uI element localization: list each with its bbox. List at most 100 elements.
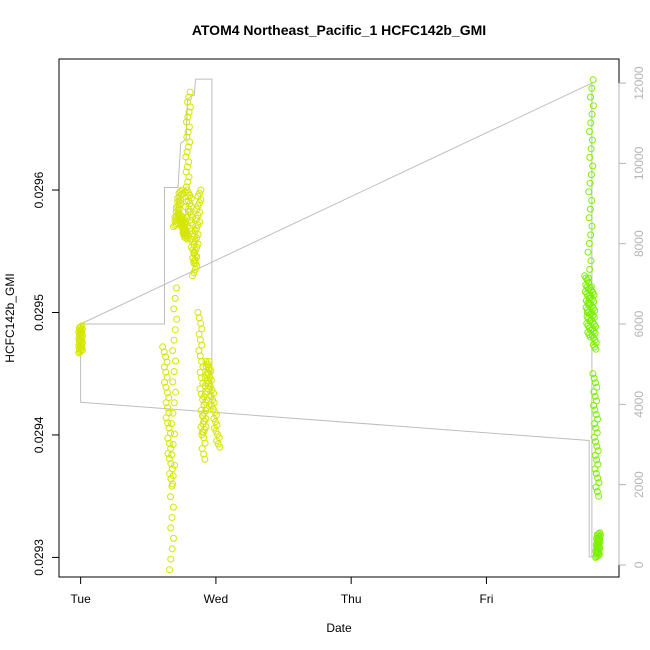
data-point [587,93,594,101]
data-point [191,227,199,235]
altitude-line [80,78,593,558]
data-point [77,326,85,334]
data-point [591,406,599,414]
data-point [593,488,601,496]
data-point [172,388,180,396]
data-point [183,133,191,141]
data-point [197,186,205,194]
altitude-profile-layer [80,78,593,558]
data-point [586,128,593,135]
data-point [168,420,176,428]
data-point [167,524,175,532]
data-point [590,374,598,382]
data-point [164,419,172,427]
data-point [164,450,172,457]
data-point [592,438,600,446]
data-point [168,514,176,521]
data-point [170,336,178,344]
data-point [159,343,167,351]
data-point [185,108,193,116]
data-point [585,240,593,247]
data-point [588,222,596,230]
chart-title: ATOM4 Northeast_Pacific_1 HCFC142b_GMI [192,22,486,38]
data-point [162,399,170,407]
data-point [184,143,192,151]
data-point [589,162,597,170]
data-point [169,441,177,448]
data-points-layer [75,76,604,574]
data-point [173,315,181,323]
data-point [177,187,184,195]
data-point [589,102,597,110]
data-point [165,455,173,462]
data-point [183,235,191,243]
data-point [585,188,593,196]
data-point [185,93,193,101]
data-point [587,119,595,127]
data-point [584,274,592,282]
data-point [586,153,594,161]
data-point [587,171,595,179]
data-point [167,460,175,468]
data-point [594,474,602,482]
y-tick-label: 0.0295 [32,294,46,331]
data-point [182,183,190,191]
y-axis-left: 0.0293 0.0294 0.0295 0.0296 [32,171,60,576]
y2-tick-label: 10000 [632,146,646,180]
data-point [198,325,206,333]
data-point [169,503,177,511]
data-point [194,221,202,229]
data-point [196,189,203,197]
data-point [171,326,179,334]
data-point [163,389,171,396]
data-point [189,272,196,280]
data-point [586,205,594,213]
data-point [591,420,599,428]
data-point [170,430,178,438]
data-point [193,215,201,223]
data-point [184,128,192,136]
y-axis-label: HCFC142b_GMI [3,273,17,362]
data-point [165,439,173,447]
data-point [592,411,600,418]
data-point [163,358,171,366]
data-point [166,470,174,478]
data-point [182,231,190,239]
data-point [184,193,192,201]
data-point [185,123,193,131]
data-point [586,333,594,341]
data-point [591,392,599,400]
y-axis-right: 0 2000 4000 6000 8000 10000 12000 [618,66,646,568]
data-point [191,246,199,254]
data-point [590,433,598,441]
data-point [184,113,192,121]
data-point [165,409,173,417]
data-point [169,347,177,355]
data-point [593,456,601,464]
data-point [171,294,179,302]
data-point [183,118,190,126]
data-point [592,424,600,432]
data-point [588,136,596,144]
data-point [170,368,178,375]
data-point [183,163,191,171]
data-point [168,482,176,490]
data-point [184,98,191,106]
data-point [170,305,178,313]
data-point [169,378,177,386]
data-point [167,555,175,563]
data-point [164,404,171,412]
data-point [184,178,192,186]
data-point [592,345,600,353]
data-point [586,265,594,273]
data-point [172,357,179,365]
x-tick-label: Wed [204,592,228,606]
data-point [588,197,596,204]
y2-tick-label: 4000 [632,391,646,418]
data-point [596,532,604,540]
data-point [168,451,176,459]
data-point [592,470,600,477]
data-point [592,483,600,491]
data-point [160,363,168,371]
data-point [182,153,190,161]
